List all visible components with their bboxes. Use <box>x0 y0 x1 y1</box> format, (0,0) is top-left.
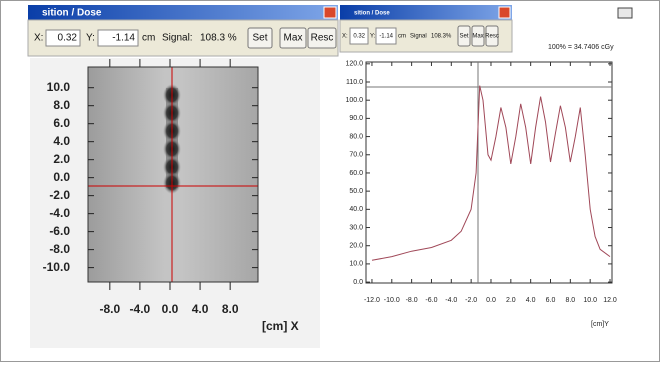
y-tick-label: 100.0 <box>345 97 363 104</box>
x-tick-label: 8.0 <box>222 302 239 316</box>
x-tick-label: 10.0 <box>583 297 597 304</box>
field-label: Y: <box>370 34 376 40</box>
field-value: 0.32 <box>58 33 78 44</box>
button-label: Max <box>284 33 303 44</box>
y-tick-label: 80.0 <box>349 133 363 140</box>
y-tick-label: 50.0 <box>349 188 363 195</box>
y-tick-label: -8.0 <box>49 242 70 256</box>
x-tick-label: 6.0 <box>546 297 556 304</box>
y-tick-label: -10.0 <box>43 260 71 274</box>
field-label: Y: <box>86 33 95 44</box>
screenshot: sition / DoseX:0.32Y:-1.14cmSignal:108.3… <box>0 0 660 362</box>
button-label: Max <box>472 34 483 40</box>
button-label: Set <box>252 33 267 44</box>
plot-frame <box>366 62 612 283</box>
y-tick-label: 90.0 <box>349 115 363 122</box>
annotation: 100% = 34.7406 cGy <box>548 44 614 51</box>
field-label: cm <box>142 33 155 44</box>
field-label: X: <box>34 33 43 44</box>
y-tick-label: 70.0 <box>349 152 363 159</box>
field-label: X: <box>342 34 348 40</box>
y-tick-label: 10.0 <box>349 261 363 268</box>
x-tick-label: -12.0 <box>364 297 380 304</box>
x-axis-label: [cm]Y <box>591 321 609 328</box>
window-title: sition / Dose <box>354 11 390 17</box>
x-tick-label: 4.0 <box>192 302 209 316</box>
window-icon[interactable] <box>618 8 632 18</box>
x-tick-label: -4.0 <box>130 302 151 316</box>
y-tick-label: 2.0 <box>53 152 70 166</box>
field-label: 108.3 % <box>200 33 237 44</box>
x-tick-label: 8.0 <box>565 297 575 304</box>
x-tick-label: 4.0 <box>526 297 536 304</box>
y-tick-label: 60.0 <box>349 170 363 177</box>
x-tick-label: -8.0 <box>406 297 418 304</box>
y-tick-label: 0.0 <box>353 279 363 286</box>
field-label: 108.3% <box>431 34 452 40</box>
field-value: 0.32 <box>353 34 365 40</box>
button-label: Resc <box>311 33 334 44</box>
x-tick-label: -10.0 <box>384 297 400 304</box>
field-label: Signal: <box>162 33 193 44</box>
x-tick-label: 12.0 <box>603 297 617 304</box>
button-label: Set <box>459 34 468 40</box>
y-tick-label: 0.0 <box>53 170 70 184</box>
close-button[interactable] <box>499 7 510 18</box>
y-tick-label: -2.0 <box>49 188 70 202</box>
x-tick-label: 2.0 <box>506 297 516 304</box>
y-tick-label: 6.0 <box>53 116 70 130</box>
y-tick-label: 4.0 <box>53 134 70 148</box>
window-title: sition / Dose <box>42 8 102 19</box>
y-tick-label: -4.0 <box>49 206 70 220</box>
field-value: -1.14 <box>112 33 135 44</box>
y-tick-label: 20.0 <box>349 243 363 250</box>
y-tick-label: 10.0 <box>47 80 71 94</box>
y-tick-label: 40.0 <box>349 206 363 213</box>
button-label: Resc <box>485 34 499 40</box>
y-tick-label: 120.0 <box>345 61 363 68</box>
y-tick-label: -6.0 <box>49 224 70 238</box>
field-label: Signal <box>410 34 427 40</box>
close-button[interactable] <box>324 7 336 18</box>
x-tick-label: 0.0 <box>162 302 179 316</box>
y-tick-label: 110.0 <box>346 79 363 86</box>
x-axis-label: [cm] X <box>262 319 299 333</box>
x-tick-label: 0.0 <box>486 297 496 304</box>
x-tick-label: -4.0 <box>445 297 457 304</box>
x-tick-label: -2.0 <box>465 297 477 304</box>
field-label: cm <box>398 34 406 40</box>
x-tick-label: -6.0 <box>425 297 437 304</box>
y-tick-label: 8.0 <box>53 98 70 112</box>
x-tick-label: -8.0 <box>99 302 120 316</box>
field-value: -1.14 <box>379 34 393 40</box>
y-tick-label: 30.0 <box>349 224 363 231</box>
